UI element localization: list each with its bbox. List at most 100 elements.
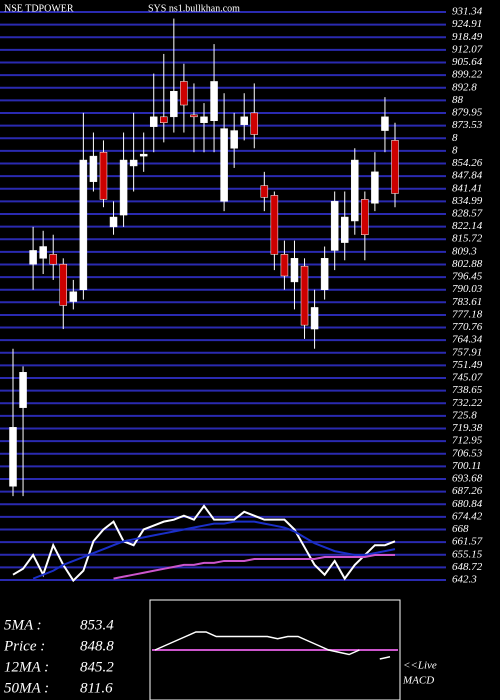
y-tick-label: 655.15 (452, 548, 483, 560)
chart-subtitle: SYS ns1.bullkhan.com (148, 3, 240, 14)
y-tick-label: 712.95 (452, 435, 483, 447)
y-tick-label: 674.42 (452, 510, 483, 522)
y-tick-label: 700.11 (452, 460, 481, 472)
y-tick-label: 828.57 (452, 207, 483, 219)
candle-body (139, 153, 148, 157)
y-tick-label: 783.61 (452, 296, 482, 308)
y-tick-label: 899.22 (452, 69, 483, 81)
macd-title: MACD (402, 675, 434, 687)
y-tick-label: 809.3 (452, 245, 477, 257)
legend: 5MA : 853.4 Price : 848.8 12MA : 845.2 50MA : 8… (3, 617, 114, 696)
candle-body (300, 265, 309, 326)
candle-body (9, 427, 17, 487)
y-tick-label: 847.84 (452, 170, 483, 182)
y-tick-label: 751.49 (452, 359, 483, 371)
legend-value: 853.4 (80, 617, 114, 633)
candle-body (381, 116, 389, 131)
ma-line (12, 504, 396, 583)
candle-body (69, 291, 78, 302)
y-tick-label: 918.49 (452, 31, 483, 43)
candle-body (129, 159, 138, 167)
candle-body (160, 116, 168, 123)
chart-title: NSE TDPOWER (4, 3, 74, 14)
y-tick-label: 648.72 (452, 561, 483, 573)
y-tick-label: 802.88 (452, 258, 483, 270)
candle-body (19, 372, 27, 408)
y-tick-label: 931.34 (452, 6, 483, 18)
candle-body (200, 116, 208, 123)
y-tick-label: 661.57 (452, 536, 483, 548)
y-tick-label: 777.18 (452, 308, 483, 320)
candle-body (89, 155, 98, 182)
candle-body (240, 116, 248, 125)
y-tick-label: 668 (452, 523, 469, 535)
y-tick-label: 693.68 (452, 473, 483, 485)
legend-label: 12MA : (4, 659, 49, 675)
candle-body (119, 159, 128, 216)
y-tick-label: 725.8 (452, 409, 477, 421)
candle-body (29, 250, 37, 265)
candle-body (391, 140, 399, 194)
legend-value: 845.2 (80, 659, 114, 675)
candle-body (149, 116, 158, 127)
y-tick-label: 719.38 (452, 422, 483, 434)
macd (152, 631, 398, 660)
macd-label: <<Live (403, 660, 437, 672)
legend-label: Price : (3, 638, 45, 654)
ma-lines (12, 504, 396, 583)
y-tick-label: 687.26 (452, 485, 483, 497)
candle-body (180, 81, 188, 106)
candle-body (280, 254, 289, 277)
candle-body (340, 216, 349, 243)
y-tick-label: 88 (452, 94, 464, 106)
legend-value: 811.6 (80, 680, 113, 696)
y-tick-label: 854.26 (452, 157, 483, 169)
y-tick-label: 738.65 (452, 384, 483, 396)
legend-label: 5MA : (4, 617, 42, 633)
candle-body (39, 246, 47, 259)
macd-line (154, 631, 391, 660)
y-tick-label: 873.53 (452, 119, 483, 131)
y-tick-label: 790.03 (452, 283, 483, 295)
candle-body (351, 159, 359, 222)
candle-body (49, 254, 57, 265)
y-tick-label: 841.41 (452, 182, 482, 194)
candle-body (230, 130, 238, 149)
y-tick-label: 642.3 (452, 574, 477, 586)
y-tick-label: 796.45 (452, 271, 483, 283)
candle-body (220, 128, 228, 202)
candle-body (361, 199, 369, 235)
candles (9, 18, 399, 497)
candle-body (330, 201, 339, 251)
y-tick-label: 757.91 (452, 346, 482, 358)
candle-body (59, 263, 68, 306)
y-tick-label: 912.07 (452, 43, 483, 55)
y-tick-label: 822.14 (452, 220, 483, 232)
y-tick-label: 815.72 (452, 233, 483, 245)
candle-body (99, 151, 108, 200)
candle-body (170, 91, 178, 118)
ma-line (113, 554, 395, 580)
y-tick-label: 680.84 (452, 498, 483, 510)
ma-line (32, 520, 396, 580)
y-tick-label: 892.8 (452, 81, 477, 93)
y-tick-label: 732.22 (452, 397, 483, 409)
y-tick-label: 745.07 (452, 372, 483, 384)
candle-body (109, 216, 118, 228)
legend-value: 848.8 (80, 638, 114, 654)
y-tick-label: 905.64 (452, 56, 483, 68)
candle-body (310, 307, 319, 330)
candle-body (320, 258, 329, 291)
y-tick-label: 8 (452, 132, 458, 144)
y-tick-label: 770.76 (452, 321, 483, 333)
candle-body (190, 114, 198, 118)
y-tick-label: 879.95 (452, 107, 483, 119)
y-tick-label: 764.34 (452, 334, 483, 346)
candle-body (371, 171, 379, 204)
candle-body (290, 258, 299, 283)
candle-body (250, 112, 259, 135)
grid: 931.34924.91918.49912.07905.64899.22892.… (0, 6, 483, 586)
